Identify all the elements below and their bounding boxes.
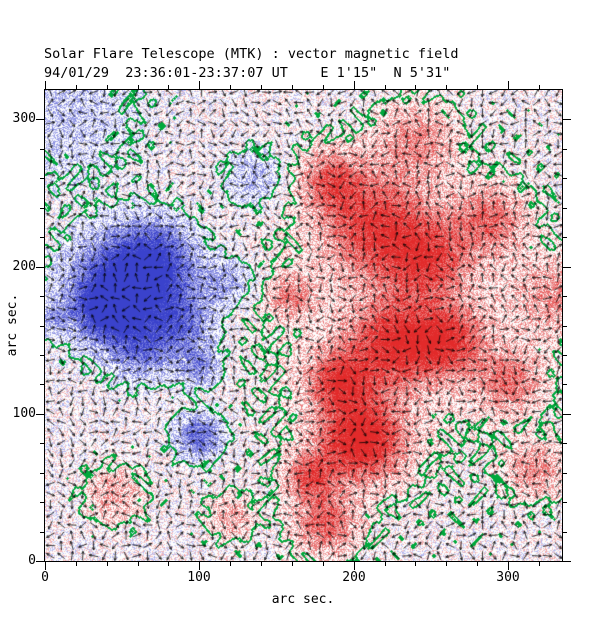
axis-tick [36, 267, 44, 268]
axis-tick [40, 326, 44, 327]
axis-tick [107, 562, 108, 566]
x-tick-label: 300 [496, 570, 520, 585]
axis-tick [415, 85, 416, 89]
axis-tick [168, 562, 169, 566]
axis-tick [508, 562, 509, 570]
y-tick-label: 100 [12, 406, 36, 421]
x-tick-label: 0 [41, 570, 49, 585]
axis-tick [385, 562, 386, 566]
axis-tick [40, 532, 44, 533]
axis-tick [40, 296, 44, 297]
axis-tick [385, 85, 386, 89]
axis-tick [563, 355, 567, 356]
axis-tick [40, 384, 44, 385]
axis-tick [563, 149, 567, 150]
axis-tick [563, 532, 567, 533]
axis-tick [563, 296, 567, 297]
axis-tick [230, 562, 231, 566]
axis-tick [477, 85, 478, 89]
axis-tick [36, 561, 44, 562]
figure-title: Solar Flare Telescope (MTK) : vector mag… [44, 46, 459, 62]
axis-tick [45, 562, 46, 570]
y-tick-label: 300 [12, 111, 36, 126]
axis-tick [563, 443, 567, 444]
axis-tick [563, 208, 567, 209]
axis-tick [76, 562, 77, 566]
axis-tick [292, 85, 293, 89]
axis-tick [415, 562, 416, 566]
axis-tick [563, 237, 567, 238]
y-axis-label: arc sec. [5, 293, 20, 357]
axis-tick [563, 267, 571, 268]
axis-tick [563, 473, 567, 474]
axis-tick [563, 178, 567, 179]
axis-tick [76, 85, 77, 89]
axis-tick [199, 562, 200, 570]
axis-tick [292, 562, 293, 566]
axis-tick [168, 85, 169, 89]
axis-tick [354, 562, 355, 570]
axis-tick [477, 562, 478, 566]
axis-tick [36, 119, 44, 120]
x-tick-label: 200 [342, 570, 366, 585]
axis-tick [563, 561, 571, 562]
axis-tick [230, 85, 231, 89]
axis-tick [138, 85, 139, 89]
plot-frame [44, 89, 563, 562]
axis-tick [323, 85, 324, 89]
axis-tick [354, 81, 355, 89]
axis-tick [40, 355, 44, 356]
axis-tick [40, 149, 44, 150]
y-tick-label: 0 [28, 553, 36, 568]
x-axis-label: arc sec. [271, 592, 335, 607]
axis-tick [40, 208, 44, 209]
y-tick-label: 200 [12, 259, 36, 274]
axis-tick [40, 502, 44, 503]
axis-tick [261, 85, 262, 89]
axis-tick [40, 178, 44, 179]
axis-tick [40, 473, 44, 474]
axis-tick [563, 119, 571, 120]
axis-tick [107, 85, 108, 89]
axis-tick [446, 85, 447, 89]
axis-tick [138, 562, 139, 566]
axis-tick [508, 81, 509, 89]
axis-tick [563, 384, 567, 385]
axis-tick [323, 562, 324, 566]
axis-tick [539, 562, 540, 566]
axis-tick [40, 237, 44, 238]
axis-tick [199, 81, 200, 89]
x-tick-label: 100 [187, 570, 211, 585]
vector-field-map-canvas [45, 90, 562, 561]
axis-tick [563, 414, 571, 415]
axis-tick [261, 562, 262, 566]
axis-tick [45, 81, 46, 89]
axis-tick [539, 85, 540, 89]
axis-tick [563, 502, 567, 503]
axis-tick [40, 443, 44, 444]
axis-tick [446, 562, 447, 566]
figure-subtitle: 94/01/29 23:36:01-23:37:07 UT E 1'15" N … [44, 65, 451, 81]
axis-tick [563, 326, 567, 327]
axis-tick [36, 414, 44, 415]
